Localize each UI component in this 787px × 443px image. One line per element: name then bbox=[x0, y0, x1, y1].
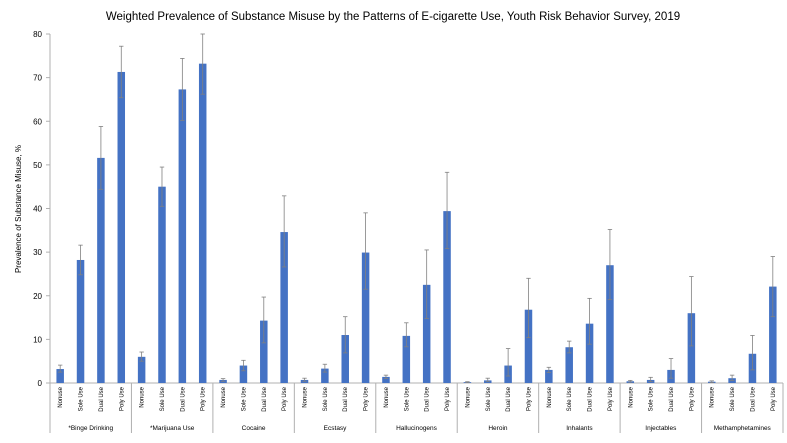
bar bbox=[382, 376, 390, 383]
category-tick-label: Poly Use bbox=[771, 386, 777, 411]
category-tick-label: Dual Use bbox=[669, 386, 675, 411]
category-tick-label: Poly Use bbox=[608, 386, 614, 411]
bar bbox=[76, 259, 85, 383]
y-tick-label: 60 bbox=[33, 117, 42, 126]
category-tick-label: Sole Use bbox=[160, 386, 166, 411]
bar bbox=[545, 369, 553, 383]
category-tick-label: Nonuse bbox=[140, 386, 146, 407]
chart-title: Weighted Prevalence of Substance Misuse … bbox=[106, 11, 680, 23]
category-tick-label: Sole Use bbox=[241, 386, 247, 411]
bar bbox=[117, 71, 126, 384]
group-label: *Marijuana Use bbox=[150, 425, 195, 432]
category-tick-label: Sole Use bbox=[649, 386, 655, 411]
y-tick-label: 20 bbox=[33, 292, 42, 301]
plot-area: 0 10 20 30 40 50 60 70 80 Nonuse Sole Use Dual Use P… bbox=[33, 30, 784, 433]
bar bbox=[524, 309, 533, 383]
bar bbox=[687, 313, 696, 383]
category-tick-label: Sole Use bbox=[323, 386, 329, 411]
category-tick-label: Dual Use bbox=[425, 386, 431, 411]
category-tick-label: Poly Use bbox=[364, 386, 370, 411]
bar bbox=[198, 63, 207, 383]
y-axis-label: Prevalence of Substance Misuse, % bbox=[14, 145, 23, 273]
category-tick-label: Poly Use bbox=[526, 386, 532, 411]
y-tick-label: 40 bbox=[33, 205, 42, 214]
category-tick-label: Sole Use bbox=[79, 386, 85, 411]
group-label: Injectables bbox=[645, 425, 677, 432]
bar bbox=[56, 369, 64, 383]
category-tick-label: Nonuse bbox=[710, 386, 716, 407]
group-label: Inhalants bbox=[566, 425, 593, 432]
bar bbox=[422, 284, 431, 383]
bar bbox=[178, 89, 187, 383]
y-tick-label: 70 bbox=[33, 74, 42, 83]
bar bbox=[158, 186, 166, 383]
group-label: *Binge Drinking bbox=[68, 425, 113, 432]
category-tick-label: Sole Use bbox=[486, 386, 492, 411]
bar bbox=[565, 347, 573, 383]
group-label: Methamphetamines bbox=[714, 425, 772, 432]
category-tick-label: Sole Use bbox=[730, 386, 736, 411]
category-tick-label: Dual Use bbox=[262, 386, 268, 411]
bar bbox=[97, 157, 105, 383]
bar bbox=[341, 335, 349, 383]
bar bbox=[402, 335, 411, 383]
bar bbox=[769, 286, 777, 383]
category-tick-label: Nonuse bbox=[58, 386, 64, 407]
bar bbox=[260, 320, 268, 383]
category-tick-label: Dual Use bbox=[99, 386, 105, 411]
category-tick-label: Poly Use bbox=[689, 386, 695, 411]
category-tick-label: Dual Use bbox=[588, 386, 594, 411]
group-label: Cocaine bbox=[242, 425, 266, 432]
category-tick-label: Sole Use bbox=[404, 386, 410, 411]
bar bbox=[321, 368, 329, 383]
group-label: Hallucinogens bbox=[396, 425, 438, 432]
category-tick-label: Dual Use bbox=[750, 386, 756, 411]
group-label: Ecstasy bbox=[324, 425, 348, 432]
category-tick-label: Poly Use bbox=[201, 386, 207, 411]
y-tick-label: 30 bbox=[33, 248, 42, 257]
category-tick-label: Nonuse bbox=[303, 386, 309, 407]
category-tick-label: Dual Use bbox=[506, 386, 512, 411]
bar bbox=[606, 265, 614, 383]
category-tick-label: Nonuse bbox=[384, 386, 390, 407]
y-tick-label: 80 bbox=[33, 30, 42, 39]
category-tick-label: Nonuse bbox=[221, 386, 227, 407]
bar bbox=[280, 232, 288, 383]
y-tick-label: 0 bbox=[38, 379, 43, 388]
category-tick-label: Nonuse bbox=[465, 386, 471, 407]
bar bbox=[443, 211, 451, 383]
category-tick-label: Nonuse bbox=[628, 386, 634, 407]
category-tick-label: Nonuse bbox=[547, 386, 553, 407]
category-tick-label: Poly Use bbox=[119, 386, 125, 411]
category-tick-label: Poly Use bbox=[282, 386, 288, 411]
bar bbox=[137, 356, 146, 383]
y-tick-label: 10 bbox=[33, 335, 42, 344]
bar bbox=[361, 252, 370, 383]
category-tick-label: Dual Use bbox=[343, 386, 349, 411]
category-tick-label: Poly Use bbox=[445, 386, 451, 411]
y-tick-label: 50 bbox=[33, 161, 42, 170]
category-tick-label: Dual Use bbox=[180, 386, 186, 411]
group-label: Heroin bbox=[488, 425, 508, 432]
bar bbox=[239, 365, 248, 383]
bar bbox=[585, 323, 594, 383]
category-tick-label: Sole Use bbox=[567, 386, 573, 411]
